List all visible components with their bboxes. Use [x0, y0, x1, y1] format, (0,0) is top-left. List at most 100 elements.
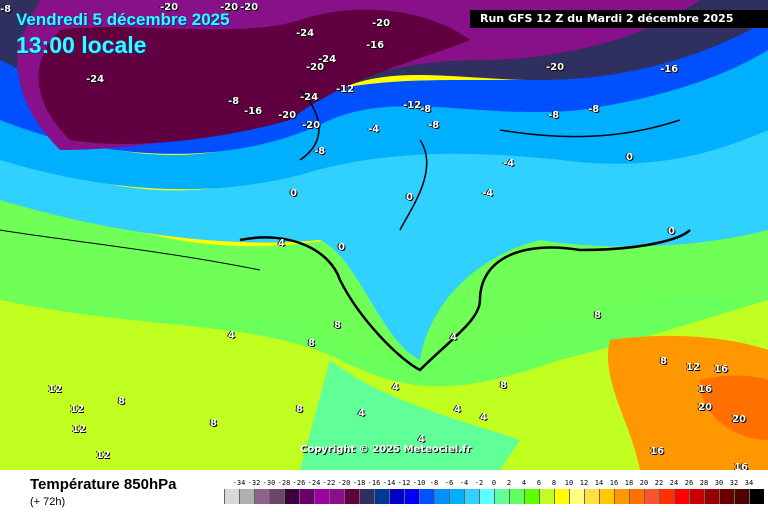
legend-label: -2 — [474, 479, 484, 487]
isotherm-label: -8 — [548, 110, 560, 121]
isotherm-label: 12 — [686, 362, 700, 373]
legend-label: -22 — [322, 479, 336, 487]
isotherm-label: 8 — [500, 380, 507, 391]
legend-label: 34 — [744, 479, 754, 487]
isotherm-label: 4 — [418, 434, 425, 445]
legend-label: 4 — [521, 479, 527, 487]
legend-swatch — [719, 489, 734, 504]
legend-label: -14 — [382, 479, 396, 487]
isotherm-label: 8 — [118, 396, 125, 407]
legend-label: 24 — [669, 479, 679, 487]
legend-label: -6 — [444, 479, 454, 487]
legend-label: 8 — [551, 479, 557, 487]
model-run-label: Run GFS 12 Z du Mardi 2 décembre 2025 — [470, 10, 768, 28]
isotherm-label: -20 — [240, 2, 259, 13]
isotherm-label: 4 — [278, 238, 285, 249]
legend-swatch — [734, 489, 749, 504]
legend-swatch — [479, 489, 494, 504]
isotherm-label: -4 — [503, 158, 515, 169]
legend-label: 32 — [729, 479, 739, 487]
isotherm-label: -20 — [278, 110, 297, 121]
isotherm-label: 4 — [228, 330, 235, 341]
legend-label: 18 — [624, 479, 634, 487]
isotherm-label: 4 — [454, 404, 461, 415]
legend-swatch — [239, 489, 254, 504]
legend-label: 20 — [639, 479, 649, 487]
legend-label: 22 — [654, 479, 664, 487]
legend-label: -10 — [412, 479, 426, 487]
legend-label: 16 — [609, 479, 619, 487]
isotherm-label: 0 — [290, 188, 297, 199]
legend-swatch — [599, 489, 614, 504]
legend-label: -30 — [262, 479, 276, 487]
isotherm-label: 16 — [734, 462, 748, 473]
legend-label: -12 — [397, 479, 411, 487]
legend-swatch — [314, 489, 329, 504]
legend-label: -16 — [367, 479, 381, 487]
legend-swatch — [674, 489, 689, 504]
isotherm-label: 0 — [626, 152, 633, 163]
legend-label: -34 — [232, 479, 246, 487]
legend-swatch — [524, 489, 539, 504]
copyright: Copyright © 2025 Meteociel.fr — [300, 444, 472, 455]
legend-label: -20 — [337, 479, 351, 487]
legend-label: 28 — [699, 479, 709, 487]
legend-swatch — [434, 489, 449, 504]
isotherm-label: 8 — [660, 356, 667, 367]
isotherm-label: -24 — [300, 92, 319, 103]
isotherm-label: 16 — [714, 364, 728, 375]
legend-swatch — [284, 489, 299, 504]
legend-swatch — [464, 489, 479, 504]
isotherm-label: 8 — [594, 310, 601, 321]
isotherm-label: 20 — [698, 402, 712, 413]
legend-swatch — [224, 489, 239, 504]
isotherm-label: -16 — [366, 40, 385, 51]
legend-label: 2 — [506, 479, 512, 487]
legend-swatch — [404, 489, 419, 504]
isotherm-label: -16 — [660, 64, 679, 75]
legend-swatch — [374, 489, 389, 504]
legend-label: 12 — [579, 479, 589, 487]
legend-swatch — [494, 489, 509, 504]
legend-label: -18 — [352, 479, 366, 487]
isotherm-label: -24 — [318, 54, 337, 65]
color-legend — [224, 489, 764, 504]
isotherm-label: -20 — [302, 120, 321, 131]
isotherm-label: 16 — [698, 384, 712, 395]
isotherm-label: -8 — [428, 120, 440, 131]
isotherm-label: -24 — [296, 28, 315, 39]
isotherm-label: -8 — [228, 96, 240, 107]
isotherm-label: 12 — [70, 404, 84, 415]
isotherm-label: 4 — [392, 382, 399, 393]
isotherm-label: 16 — [650, 446, 664, 457]
isotherm-label: -20 — [372, 18, 391, 29]
legend-label: 6 — [536, 479, 542, 487]
legend-swatch — [554, 489, 569, 504]
legend-swatch — [614, 489, 629, 504]
legend-label: -24 — [307, 479, 321, 487]
legend-swatch — [539, 489, 554, 504]
isotherm-label: 12 — [96, 450, 110, 461]
legend-swatch — [299, 489, 314, 504]
isotherm-label: 0 — [668, 226, 675, 237]
isotherm-label: -12 — [403, 100, 422, 111]
isotherm-label: -20 — [546, 62, 565, 73]
isotherm-label: -4 — [482, 188, 494, 199]
isotherm-label: 8 — [210, 418, 217, 429]
temperature-850hpa-map — [0, 0, 768, 470]
legend-swatch — [629, 489, 644, 504]
legend-labels: -34 -32 -30 -28 -26 -24 -22 -20 -18 -16 -14 -12 -10-… — [224, 479, 768, 489]
legend-swatch — [644, 489, 659, 504]
legend-swatch — [344, 489, 359, 504]
legend-label: -8 — [429, 479, 439, 487]
isotherm-label: 8 — [296, 404, 303, 415]
legend-swatch — [689, 489, 704, 504]
isotherm-label: 12 — [72, 424, 86, 435]
lead-time: (+ 72h) — [30, 496, 66, 508]
isotherm-label: -8 — [420, 104, 432, 115]
isotherm-label: 4 — [450, 332, 457, 343]
forecast-date: Vendredi 5 décembre 2025 — [16, 10, 230, 29]
isotherm-label: 0 — [338, 242, 345, 253]
legend-label: -4 — [459, 479, 469, 487]
isotherm-label: -12 — [336, 84, 355, 95]
